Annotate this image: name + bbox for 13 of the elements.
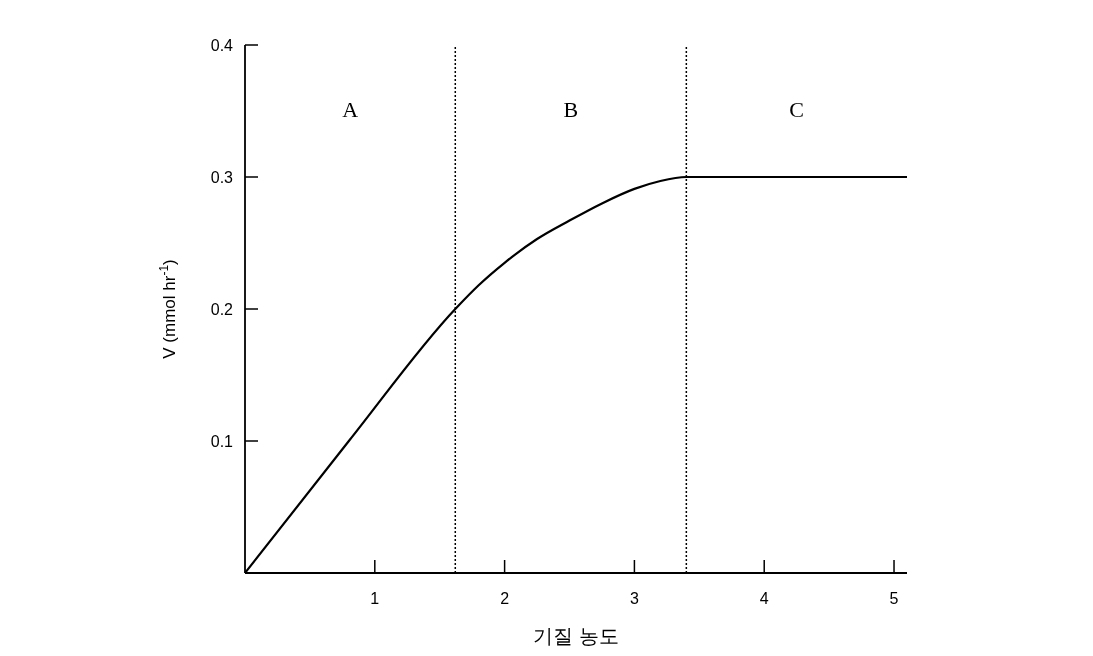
x-tick-label: 4 (759, 590, 769, 607)
annotation: A (342, 96, 359, 122)
x-axis-title: 기질 농도 (533, 625, 619, 647)
y-tick-label: 0.3 (210, 168, 234, 186)
annotation: C (789, 96, 805, 122)
x-tick-label: 1 (370, 590, 380, 607)
x-tick-label: 5 (889, 590, 899, 607)
annotation: B (563, 96, 579, 122)
y-tick-label: 0.4 (210, 36, 234, 54)
y-tick-label: 0.2 (210, 300, 234, 318)
x-tick-label: 2 (500, 590, 510, 607)
y-tick-label: 0.1 (210, 432, 234, 450)
x-tick-label: 3 (629, 590, 639, 607)
